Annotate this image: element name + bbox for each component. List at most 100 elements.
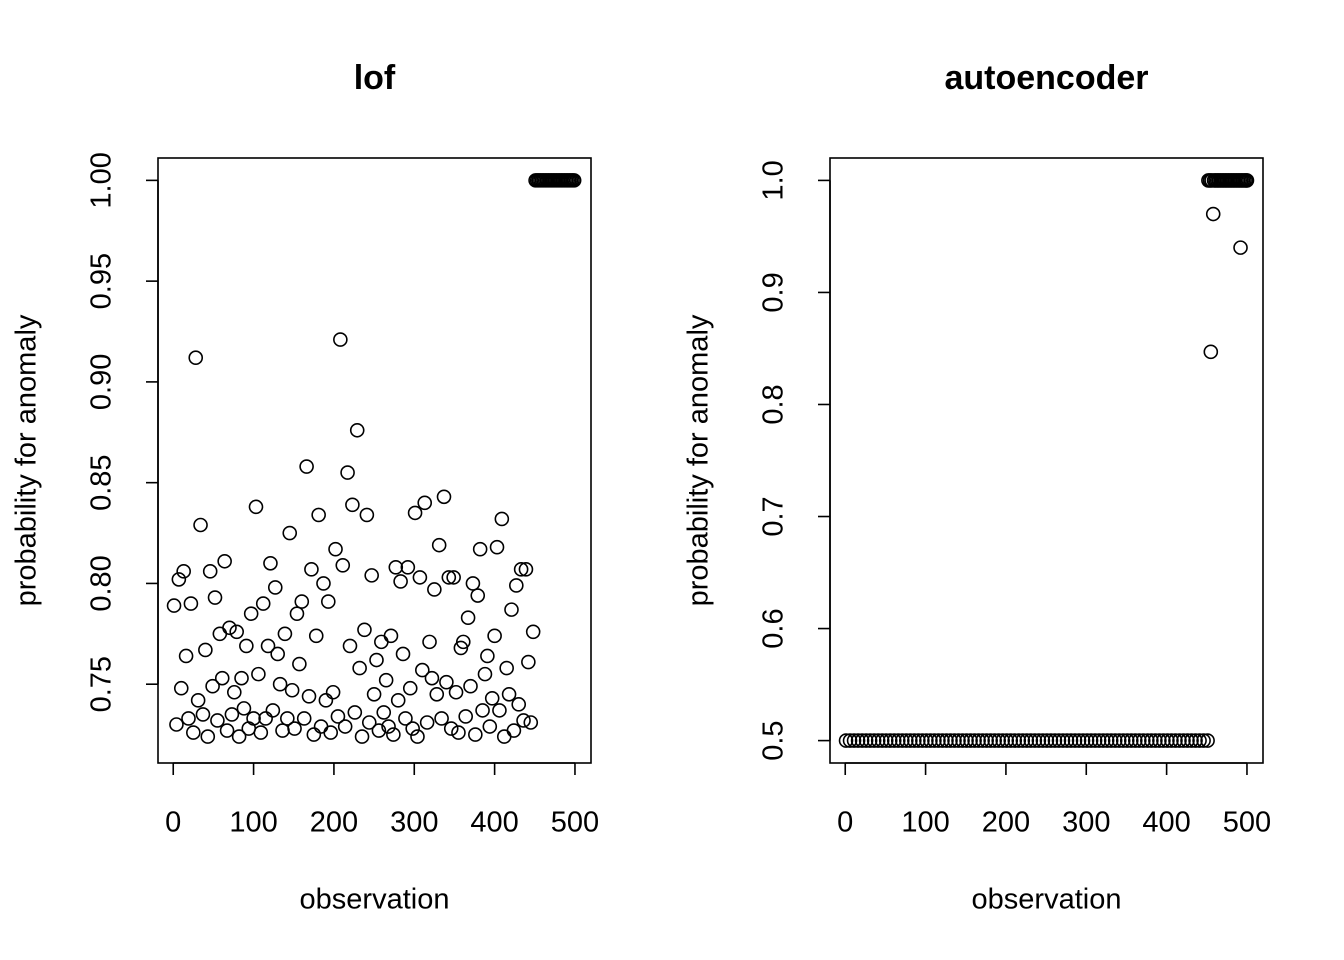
point bbox=[270, 646, 285, 662]
point bbox=[210, 713, 225, 728]
point bbox=[1239, 173, 1255, 188]
point bbox=[294, 594, 310, 609]
point bbox=[248, 499, 264, 515]
point bbox=[311, 507, 326, 523]
point bbox=[470, 588, 486, 603]
point bbox=[1144, 733, 1159, 748]
point bbox=[494, 511, 510, 527]
point bbox=[265, 703, 281, 718]
y-tick-label: 0.90 bbox=[86, 354, 118, 410]
point bbox=[1071, 733, 1087, 748]
point bbox=[243, 606, 259, 621]
point bbox=[205, 678, 220, 694]
point bbox=[434, 711, 449, 726]
x-tick-label: 100 bbox=[229, 807, 277, 839]
point bbox=[484, 691, 500, 706]
point bbox=[1115, 733, 1131, 748]
y-axis-label: probability for anomaly bbox=[11, 314, 43, 606]
point bbox=[446, 570, 461, 585]
point bbox=[923, 733, 938, 748]
point bbox=[894, 733, 910, 748]
y-tick-label: 0.95 bbox=[86, 253, 118, 309]
point bbox=[335, 557, 351, 573]
point bbox=[874, 733, 890, 748]
point bbox=[347, 705, 363, 720]
point bbox=[321, 594, 336, 609]
y-tick-label: 0.6 bbox=[758, 608, 790, 648]
x-tick-label: 500 bbox=[551, 807, 599, 839]
y-tick-label: 1.00 bbox=[86, 152, 118, 208]
point bbox=[381, 719, 396, 734]
point bbox=[390, 693, 406, 708]
point bbox=[1047, 733, 1063, 748]
point bbox=[850, 733, 866, 748]
point bbox=[1043, 733, 1059, 748]
point bbox=[501, 686, 517, 702]
y-tick-label: 0.85 bbox=[86, 454, 118, 510]
point bbox=[1027, 733, 1043, 748]
point bbox=[1233, 240, 1248, 255]
point bbox=[919, 733, 934, 748]
point bbox=[931, 733, 946, 748]
point bbox=[188, 350, 204, 366]
point bbox=[1091, 733, 1107, 748]
point bbox=[523, 715, 539, 730]
point bbox=[1160, 733, 1175, 748]
point bbox=[1067, 733, 1083, 748]
point bbox=[516, 713, 531, 728]
point bbox=[903, 733, 918, 748]
point bbox=[275, 723, 290, 738]
point bbox=[181, 711, 196, 726]
y-tick-label: 0.5 bbox=[758, 720, 790, 760]
point bbox=[513, 562, 529, 577]
x-tick-label: 0 bbox=[837, 807, 853, 839]
point bbox=[509, 578, 524, 593]
point bbox=[1127, 733, 1143, 748]
point bbox=[395, 646, 411, 662]
point bbox=[200, 729, 216, 744]
point bbox=[366, 686, 382, 702]
x-tick-label: 300 bbox=[390, 807, 438, 839]
point bbox=[955, 733, 970, 748]
point bbox=[521, 654, 536, 670]
point bbox=[1203, 344, 1219, 360]
point bbox=[183, 596, 199, 611]
point bbox=[277, 626, 293, 642]
point bbox=[214, 670, 230, 686]
point bbox=[313, 719, 329, 734]
point bbox=[284, 682, 300, 698]
point bbox=[202, 564, 218, 579]
point bbox=[186, 725, 201, 740]
point bbox=[325, 684, 341, 700]
point bbox=[236, 701, 252, 716]
point bbox=[935, 733, 950, 748]
point bbox=[1196, 733, 1211, 748]
point bbox=[308, 628, 324, 644]
point bbox=[1111, 733, 1127, 748]
point bbox=[1184, 733, 1199, 748]
point bbox=[412, 570, 428, 585]
point bbox=[1205, 206, 1221, 222]
y-tick-label: 0.8 bbox=[758, 384, 790, 424]
point bbox=[506, 723, 522, 738]
y-axis-label: probability for anomaly bbox=[683, 314, 715, 606]
point bbox=[289, 606, 305, 621]
point bbox=[246, 711, 261, 726]
point bbox=[1103, 733, 1119, 748]
point bbox=[241, 721, 257, 736]
point bbox=[173, 680, 189, 696]
point bbox=[1172, 733, 1187, 748]
point bbox=[886, 733, 902, 748]
point bbox=[328, 541, 343, 557]
point bbox=[1083, 733, 1099, 748]
point bbox=[345, 497, 360, 513]
point bbox=[280, 711, 295, 726]
point bbox=[1107, 733, 1123, 748]
x-tick-label: 0 bbox=[165, 807, 181, 839]
point bbox=[292, 656, 307, 672]
point bbox=[1095, 733, 1111, 748]
point bbox=[226, 684, 242, 700]
point bbox=[222, 620, 237, 636]
point bbox=[198, 642, 213, 658]
point bbox=[525, 624, 541, 640]
